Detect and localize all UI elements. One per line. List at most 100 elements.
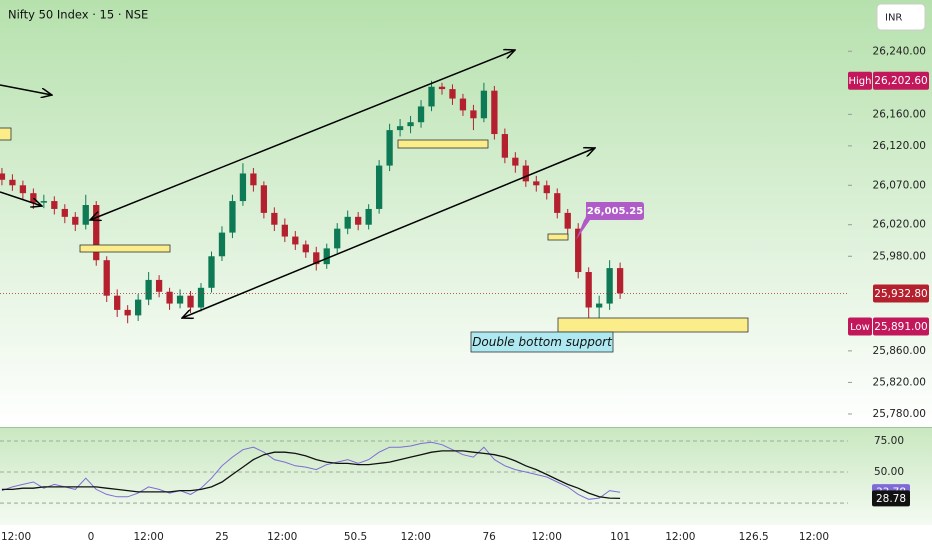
candle-body [124,309,131,316]
candle-body [145,279,152,300]
candle-body [512,157,519,166]
rsi-line [1,450,621,500]
x-tick-label: 12:00 [401,531,431,543]
candle-body [0,173,6,180]
price-marker-name: High [849,76,872,87]
x-tick-label: 101 [610,531,630,543]
candle-body [9,179,16,186]
candle-body [396,126,404,131]
candle-body [176,295,184,304]
candle-body [166,291,173,304]
x-tick-label: 12:00 [532,531,562,543]
candle-body [522,165,529,182]
callout-box [576,202,644,240]
x-tick-label: 12:00 [1,531,31,543]
y-tick-label: 25,820.00 [873,376,926,388]
zone [547,233,569,241]
candle-body [365,208,372,225]
x-tick-label: 12:00 [133,531,163,543]
y-tick-label: 75.00 [874,435,904,447]
x-tick-label: 50.5 [344,531,367,543]
candle-body [271,212,278,225]
candle-body [51,201,58,209]
candle-body [616,268,624,294]
y-tick-label: 50.00 [874,466,904,478]
candle-body [19,185,27,194]
candle-body [61,208,68,217]
candle-body [82,205,89,225]
candle-body [596,303,603,308]
y-tick-label: 25,860.00 [873,345,926,357]
candle-body [407,122,414,127]
y-tick-label: 26,020.00 [873,219,926,231]
candle-body [501,134,509,158]
currency-label: INR [885,13,902,24]
trend-arrow [0,84,52,95]
candle-body [218,232,226,257]
rsi [0,440,848,504]
drawings: 26,005.25 Double bottom support [0,50,749,353]
candle-body [302,244,309,253]
price-marker-name-box [848,71,872,90]
candle-body [250,173,257,186]
x-tick-label: 0 [88,531,95,543]
candle-body [323,248,330,265]
candle-body [187,295,194,308]
y-tick-label: 26,070.00 [873,179,926,191]
price-marker-box [873,71,929,90]
last-value-label: 28.78 [876,493,906,505]
price-marker-name: Low [850,322,870,333]
price-marker-name-box [848,317,872,336]
channel-lower [182,148,595,318]
candle-body [585,272,592,308]
candle-body [491,90,498,135]
candle-body [208,256,215,288]
candle-body [197,287,205,308]
candle-body [260,185,268,213]
candle-body [281,224,288,237]
candle-body [135,299,142,316]
candle-body [543,185,550,194]
callout-text: 26,005.25 [587,206,643,217]
x-tick-label: 12:00 [799,531,829,543]
rsi-line [1,441,621,500]
rsi-pane [0,428,932,525]
candle-body [386,130,393,166]
candle-body [428,86,435,107]
y-tick-label: 26,120.00 [873,140,926,152]
annotation-box [470,331,614,353]
y-tick-label: 25,780.00 [873,408,926,420]
zone [79,244,171,253]
zone [0,127,12,141]
candle-body [30,193,37,203]
y-tick-label: 26,160.00 [873,108,926,120]
candle-body [239,173,247,202]
candle-body [438,86,446,90]
y-tick-label: 26,240.00 [873,45,926,57]
y-tick-label: 25,980.00 [873,250,926,262]
trend-arrow [0,191,42,206]
x-tick-label: 12:00 [267,531,297,543]
price-marker-label: 25,932.80 [874,288,927,300]
x-tick-label: 126.5 [739,531,769,543]
candle-body [229,201,236,233]
candle-body [93,205,100,261]
x-tick-label: 12:00 [665,531,695,543]
candle-body [417,106,425,123]
candle-body [375,165,383,209]
candle-body [103,260,110,296]
zone [557,317,749,333]
price-marker-box [873,284,929,303]
chart-title: Nifty 50 Index · 15 · NSE [8,8,148,22]
candle-body [606,268,613,304]
candle-body [155,279,163,292]
channel-upper [90,50,515,220]
candle-body [292,236,299,245]
currency-button[interactable] [876,3,926,31]
candle-body [334,228,341,249]
candle-body [344,216,351,229]
candle-body [459,98,467,111]
candle-body [470,110,477,119]
axes: 75.0050.0025.0033.7828.7826,240.0026,160… [1,45,929,543]
